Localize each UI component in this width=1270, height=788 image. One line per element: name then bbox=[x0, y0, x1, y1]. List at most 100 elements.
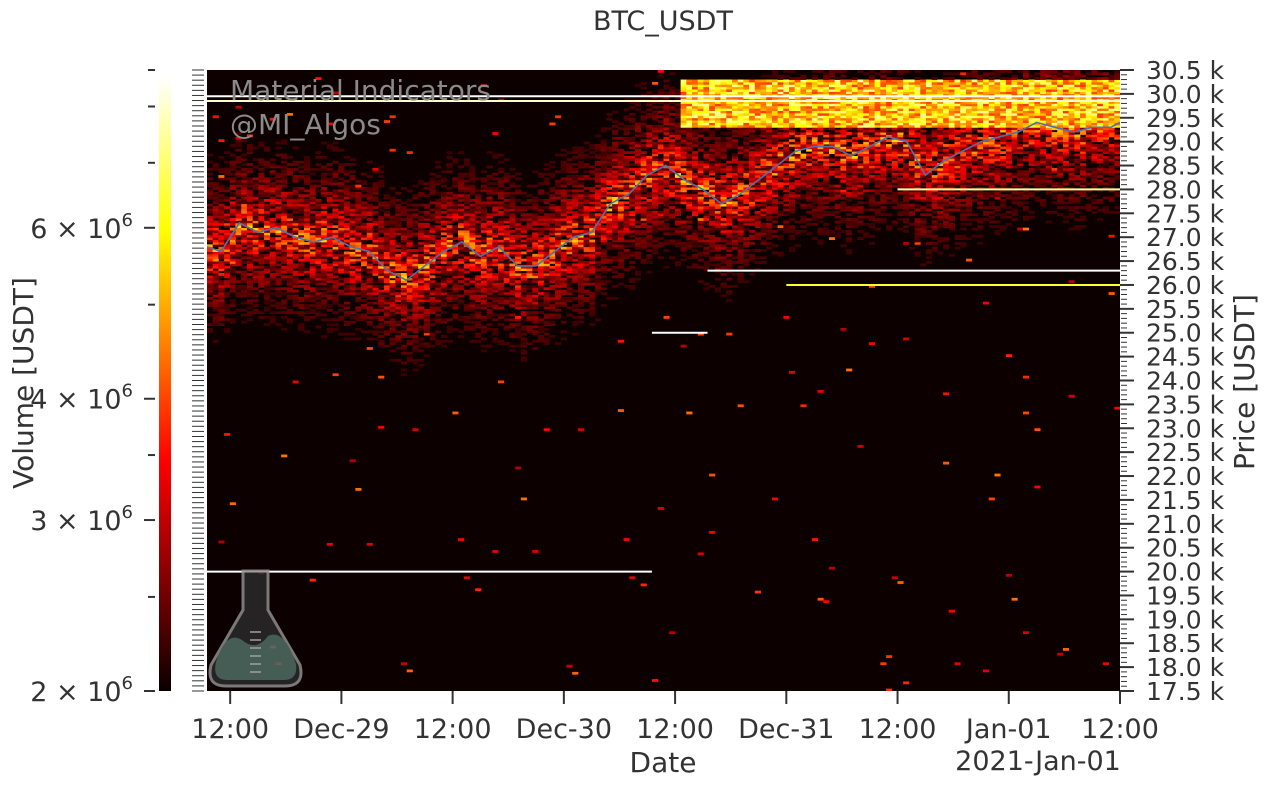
heatmap-cell bbox=[555, 296, 562, 300]
heatmap-cell bbox=[275, 215, 282, 219]
heatmap-cell bbox=[555, 273, 562, 276]
heatmap-cell bbox=[566, 275, 573, 279]
heatmap-cell bbox=[566, 239, 573, 243]
heatmap-cell bbox=[383, 249, 390, 252]
heatmap-cell bbox=[515, 198, 522, 202]
heatmap-cell bbox=[298, 201, 305, 205]
heatmap-cell bbox=[629, 101, 636, 104]
heatmap-cell bbox=[304, 296, 311, 300]
heatmap-cell bbox=[577, 220, 585, 224]
heatmap-cell bbox=[612, 194, 619, 197]
heatmap-cell bbox=[686, 215, 693, 219]
heatmap-cell bbox=[572, 198, 579, 202]
heatmap-cell bbox=[440, 320, 448, 324]
heatmap-cell bbox=[703, 105, 710, 109]
heatmap-cell bbox=[726, 122, 733, 126]
heatmap-cell bbox=[566, 201, 573, 205]
heatmap-cell bbox=[229, 268, 236, 272]
heatmap-cell bbox=[378, 306, 385, 310]
heatmap-cell bbox=[458, 213, 465, 217]
heatmap-cell bbox=[463, 201, 470, 205]
heatmap-cell bbox=[361, 234, 368, 238]
heatmap-cell bbox=[680, 148, 687, 152]
heatmap-cell bbox=[589, 172, 596, 176]
heatmap-cell bbox=[617, 282, 624, 286]
heatmap-cell bbox=[606, 220, 613, 224]
heatmap-cell bbox=[423, 318, 430, 322]
heatmap-cell bbox=[349, 230, 356, 233]
heatmap-cell bbox=[486, 316, 493, 319]
heatmap-cell bbox=[440, 184, 448, 188]
heatmap-cell bbox=[355, 327, 362, 331]
heatmap-cell bbox=[663, 213, 670, 217]
heatmap-cell bbox=[674, 191, 682, 195]
heatmap-cell bbox=[572, 241, 579, 245]
heatmap-cell bbox=[480, 275, 488, 279]
heatmap-cell bbox=[241, 227, 248, 231]
heatmap-cell bbox=[332, 289, 339, 293]
heatmap-cell bbox=[714, 277, 721, 281]
heatmap-cell bbox=[241, 261, 248, 264]
heatmap-cell bbox=[577, 311, 585, 315]
heatmap-cell bbox=[264, 284, 271, 288]
heatmap-cell bbox=[281, 194, 288, 197]
heatmap-cell bbox=[703, 115, 710, 119]
heatmap-cell bbox=[207, 234, 214, 238]
heatmap-cell bbox=[515, 237, 522, 240]
heatmap-cell bbox=[640, 122, 647, 126]
heatmap-cell bbox=[486, 308, 493, 312]
heatmap-cell bbox=[560, 220, 567, 224]
heatmap-cell bbox=[503, 342, 510, 346]
heatmap-cell bbox=[440, 296, 448, 300]
heatmap-cell bbox=[646, 241, 653, 245]
heatmap-cell bbox=[326, 280, 333, 283]
heatmap-cell bbox=[229, 320, 236, 324]
heatmap-cell bbox=[692, 91, 699, 95]
heatmap-cell bbox=[526, 249, 533, 252]
heatmap-cell bbox=[549, 316, 556, 319]
heatmap-cell bbox=[657, 256, 664, 260]
heatmap-cell bbox=[423, 206, 430, 209]
heatmap-cell bbox=[429, 177, 436, 181]
heatmap-cell bbox=[475, 284, 482, 288]
heatmap-cell bbox=[492, 239, 499, 243]
heatmap-cell bbox=[332, 141, 339, 145]
heatmap-cell bbox=[435, 256, 442, 260]
heatmap-cell bbox=[657, 182, 664, 186]
heatmap-cell bbox=[555, 270, 562, 274]
heatmap-cell bbox=[629, 218, 636, 221]
heatmap-cell bbox=[224, 170, 231, 174]
heatmap-cell bbox=[264, 165, 271, 169]
heatmap-cell bbox=[595, 280, 602, 283]
heatmap-cell bbox=[657, 158, 664, 162]
heatmap-cell bbox=[595, 268, 602, 272]
heatmap-cell bbox=[612, 265, 619, 269]
heatmap-cell bbox=[674, 103, 682, 107]
heatmap-cell bbox=[326, 191, 333, 195]
heatmap-cell bbox=[326, 275, 333, 279]
heatmap-cell bbox=[532, 550, 539, 553]
heatmap-cell bbox=[361, 222, 368, 226]
heatmap-cell bbox=[435, 225, 442, 229]
heatmap-cell bbox=[526, 222, 533, 226]
heatmap-cell bbox=[423, 316, 430, 319]
heatmap-cell bbox=[355, 273, 362, 276]
heatmap-cell bbox=[338, 167, 345, 171]
heatmap-cell bbox=[326, 268, 333, 272]
heatmap-cell bbox=[503, 313, 510, 317]
heatmap-cell bbox=[646, 139, 653, 143]
heatmap-cell bbox=[440, 292, 448, 295]
heatmap-cell bbox=[652, 105, 659, 109]
heatmap-cell bbox=[343, 313, 351, 317]
heatmap-cell bbox=[423, 222, 430, 226]
heatmap-cell bbox=[617, 409, 624, 412]
heatmap-cell bbox=[606, 218, 613, 221]
heatmap-cell bbox=[692, 101, 699, 104]
heatmap-cell bbox=[543, 270, 550, 274]
heatmap-cell bbox=[577, 234, 585, 238]
heatmap-cell bbox=[372, 241, 379, 245]
heatmap-cell bbox=[555, 316, 562, 319]
heatmap-cell bbox=[623, 225, 630, 229]
heatmap-cell bbox=[663, 163, 670, 166]
heatmap-cell bbox=[229, 191, 236, 195]
